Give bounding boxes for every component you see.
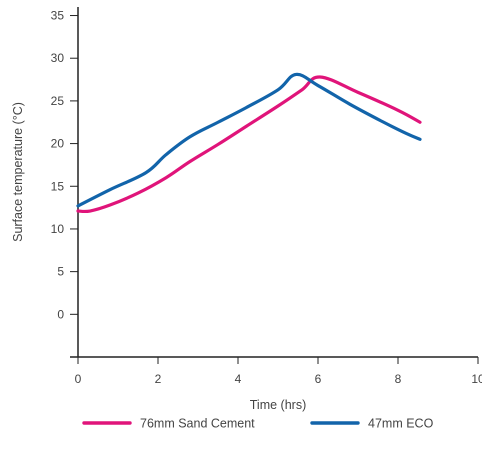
y-tick-label: 25 bbox=[51, 94, 65, 108]
series-line-eco bbox=[76, 72, 422, 208]
x-axis-ticks: 0 2 4 6 8 10 bbox=[75, 357, 482, 386]
x-tick-label: 8 bbox=[395, 372, 402, 386]
series-line-sand-cement bbox=[76, 75, 422, 214]
x-tick-label: 6 bbox=[315, 372, 322, 386]
x-tick-label: 4 bbox=[235, 372, 242, 386]
series-layer bbox=[76, 72, 422, 214]
legend-label: 76mm Sand Cement bbox=[140, 417, 255, 431]
axes bbox=[70, 7, 478, 358]
x-axis-title: Time (hrs) bbox=[250, 398, 306, 412]
y-tick-label: 20 bbox=[51, 137, 65, 151]
x-tick-label: 10 bbox=[471, 372, 482, 386]
y-tick-label: 35 bbox=[51, 9, 65, 23]
y-tick-label: 0 bbox=[57, 307, 64, 321]
y-tick-label: 10 bbox=[51, 222, 65, 236]
y-axis-ticks: 0 5 10 15 20 25 30 35 bbox=[51, 9, 78, 321]
y-axis-title: Surface temperature (°C) bbox=[11, 102, 25, 242]
y-tick-label: 5 bbox=[57, 265, 64, 279]
legend-label: 47mm ECO bbox=[368, 417, 434, 431]
x-tick-label: 2 bbox=[155, 372, 162, 386]
x-tick-label: 0 bbox=[75, 372, 82, 386]
y-tick-label: 30 bbox=[51, 51, 65, 65]
y-tick-label: 15 bbox=[51, 179, 65, 193]
legend: 76mm Sand Cement 47mm ECO bbox=[82, 417, 434, 431]
